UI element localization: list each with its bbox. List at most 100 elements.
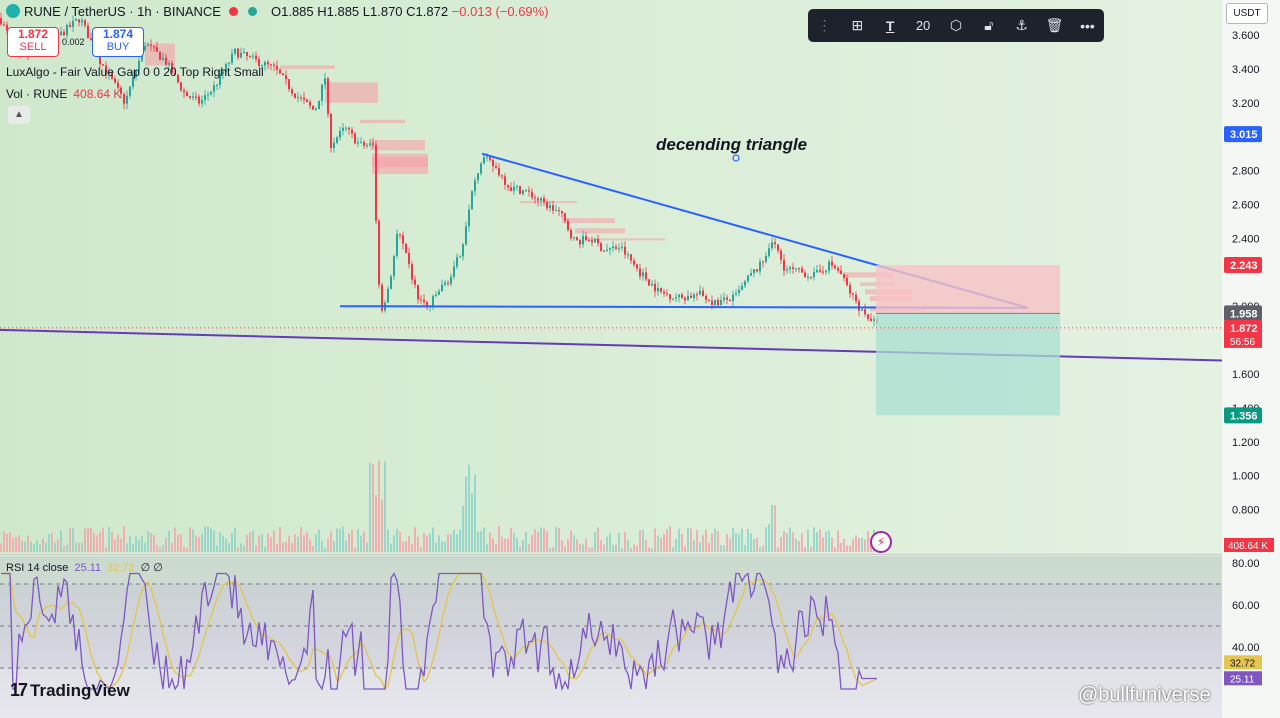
volume-bar <box>699 542 701 552</box>
chevron-up-icon[interactable]: ▲ <box>8 106 30 124</box>
candle-body <box>393 255 395 277</box>
candle-body <box>318 100 320 110</box>
rsi-legend[interactable]: RSI 14 close 25.11 32.72 ∅ ∅ <box>6 561 163 574</box>
volume-bar <box>750 533 752 552</box>
candle-body <box>375 144 377 221</box>
candle-body <box>684 297 686 301</box>
candle-body <box>294 93 296 99</box>
candle-body <box>705 296 707 300</box>
candle-body <box>138 60 140 71</box>
volume-bar <box>444 541 446 552</box>
candle-body <box>273 64 275 66</box>
volume-bar <box>732 527 734 552</box>
candle-body <box>618 247 620 249</box>
settings-icon[interactable]: ⬡ <box>949 17 963 33</box>
volume-bar <box>438 535 440 552</box>
short-position-tool[interactable] <box>0 265 1222 416</box>
object-tree-icon[interactable]: ⊞ <box>851 17 864 33</box>
candle-body <box>522 190 524 195</box>
candle-body <box>456 257 458 267</box>
fvg-zone <box>845 272 893 278</box>
candle-body <box>3 24 5 26</box>
volume-bar <box>603 544 605 552</box>
volume-bar <box>654 528 656 552</box>
tradingview-logo[interactable]: 17 TradingView <box>10 680 130 701</box>
volume-bar <box>651 547 653 552</box>
candle-body <box>489 156 491 160</box>
candle-body <box>603 250 605 252</box>
candle-body <box>510 187 512 191</box>
volume-bar <box>669 526 671 552</box>
volume-bar <box>708 542 710 552</box>
price-change: −0.013 (−0.69%) <box>451 4 549 19</box>
indicator-legend-volume[interactable]: Vol · RUNE 408.64 K <box>6 87 121 101</box>
volume-bar <box>627 540 629 552</box>
sell-label: SELL <box>19 41 47 53</box>
candle-body <box>816 270 818 273</box>
volume-bar <box>711 533 713 552</box>
candle-body <box>585 236 587 240</box>
lightning-icon[interactable]: ⚡︎ <box>870 531 892 553</box>
candle-body <box>723 297 725 300</box>
volume-bar <box>81 542 83 552</box>
candle-body <box>315 109 317 111</box>
sell-button[interactable]: 1.872 SELL <box>7 27 59 57</box>
volume-bar <box>3 531 5 552</box>
volume-bar <box>231 532 233 552</box>
volume-bar <box>360 535 362 552</box>
candle-body <box>336 137 338 143</box>
volume-bar <box>396 528 398 552</box>
rsi-ma-axis-label: 32.72 <box>1230 658 1255 669</box>
candle-body <box>249 55 251 57</box>
line-width-value[interactable]: 20 <box>915 18 931 33</box>
candle-body <box>651 283 653 286</box>
volume-bar <box>294 534 296 552</box>
trash-icon[interactable]: 🗑︎ <box>1045 17 1064 33</box>
text-icon[interactable]: T <box>885 17 895 34</box>
candle-body <box>687 295 689 301</box>
chart-header: RUNE / TetherUS · 1h · BINANCE O1.885 H1.… <box>0 0 1222 130</box>
volume-bar <box>249 532 251 552</box>
price-label: 1.872 <box>1230 323 1258 335</box>
symbol-bar[interactable]: RUNE / TetherUS · 1h · BINANCE O1.885 H1.… <box>6 4 549 19</box>
volume-bar <box>807 529 809 552</box>
candle-body <box>834 265 836 269</box>
candle-body <box>765 255 767 262</box>
volume-bar <box>297 536 299 552</box>
candle-body <box>612 246 614 249</box>
candle-body <box>756 269 758 272</box>
symbol-title[interactable]: RUNE / TetherUS · 1h · BINANCE <box>24 4 221 19</box>
drag-handle-icon[interactable]: ⋮ <box>817 17 832 33</box>
ohlc-values: O1.885 H1.885 L1.870 C1.872 <box>270 4 449 19</box>
candle-body <box>750 272 752 276</box>
volume-bar <box>810 546 812 552</box>
candle-body <box>75 19 77 21</box>
candle-body <box>108 72 110 74</box>
volume-bar <box>795 539 797 552</box>
volume-bar <box>234 527 236 552</box>
candle-body <box>759 261 761 272</box>
price-axis[interactable]: 3.6003.4003.2002.8002.6002.4002.0001.600… <box>1224 30 1274 686</box>
candle-body <box>117 82 119 88</box>
candle-body <box>570 230 572 239</box>
pattern-annotation[interactable]: decending triangle <box>656 135 808 154</box>
currency-button[interactable]: USDT <box>1226 3 1268 24</box>
volume-bar <box>33 543 35 552</box>
buy-label: BUY <box>106 41 130 53</box>
candle-body <box>441 284 443 292</box>
candle-body <box>654 283 656 292</box>
candle-body <box>753 269 755 273</box>
volume-bar <box>720 545 722 552</box>
volume-bar <box>549 547 551 552</box>
candle-body <box>162 57 164 60</box>
buy-button[interactable]: 1.874 BUY <box>92 27 144 57</box>
indicator-legend-fvg[interactable]: LuxAlgo - Fair Value Gap 0 0 20 Top Righ… <box>6 65 264 79</box>
rsi-axis-label: 25.11 <box>1230 674 1255 685</box>
lock-icon[interactable]: 🔓︎ <box>984 17 994 33</box>
volume-bars <box>0 460 878 552</box>
anchor-icon[interactable]: ⚓︎ <box>1015 17 1028 33</box>
more-icon[interactable]: ••• <box>1080 17 1095 34</box>
candle-body <box>306 99 308 102</box>
candle-body <box>771 242 773 249</box>
